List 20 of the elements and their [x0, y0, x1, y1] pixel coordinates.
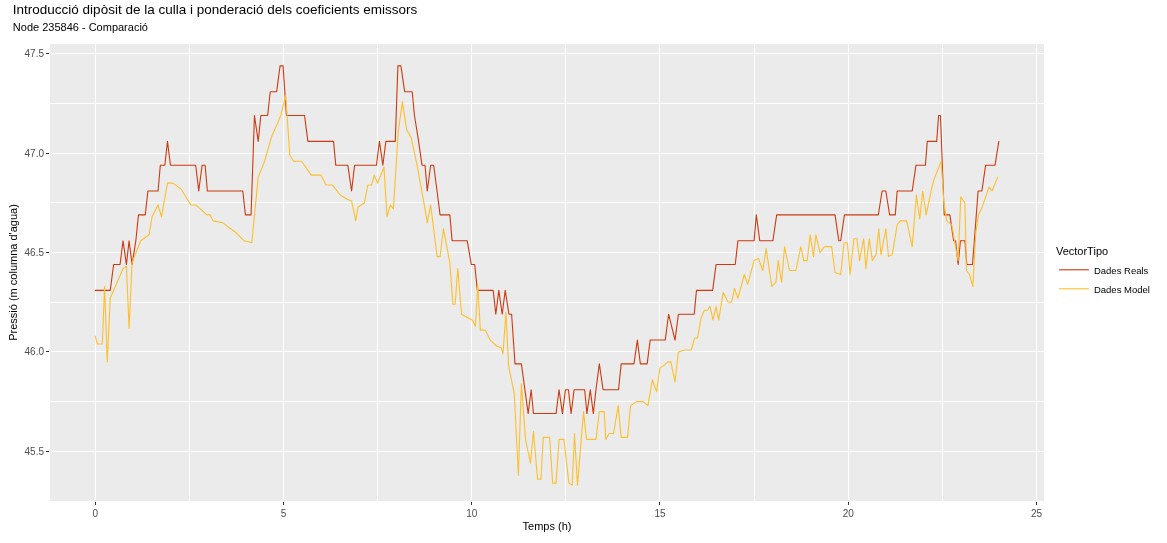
x-tick-label: 15: [654, 508, 666, 519]
x-axis-title: Temps (h): [522, 520, 572, 533]
x-tick-label: 20: [842, 508, 855, 519]
legend-label: Dades Reals: [1093, 264, 1149, 276]
y-axis-title: Pressió (m columna d'agua): [7, 204, 20, 341]
x-tick-label: 25: [1030, 508, 1043, 519]
line-series: [94, 95, 999, 486]
y-tick-label: 47.0: [24, 147, 45, 159]
chart-subtitle: Node 235846 - Comparació: [12, 21, 148, 34]
legend-title: VectorTipo: [1055, 245, 1109, 258]
x-tick-label: 5: [280, 508, 287, 519]
y-tick-label: 45.5: [24, 445, 45, 457]
x-tick-label: 10: [466, 508, 478, 519]
chart-title: Introducció dipòsit de la culla i ponderació dels coeficients emissors: [12, 1, 418, 17]
y-tick-label: 47.5: [24, 48, 45, 60]
line-series: [94, 65, 1000, 415]
y-tick-label: 46.0: [24, 346, 45, 358]
y-tick-label: 46.5: [24, 247, 45, 259]
legend-label: Dades Model: [1093, 283, 1150, 295]
x-tick-label: 0: [92, 508, 99, 519]
